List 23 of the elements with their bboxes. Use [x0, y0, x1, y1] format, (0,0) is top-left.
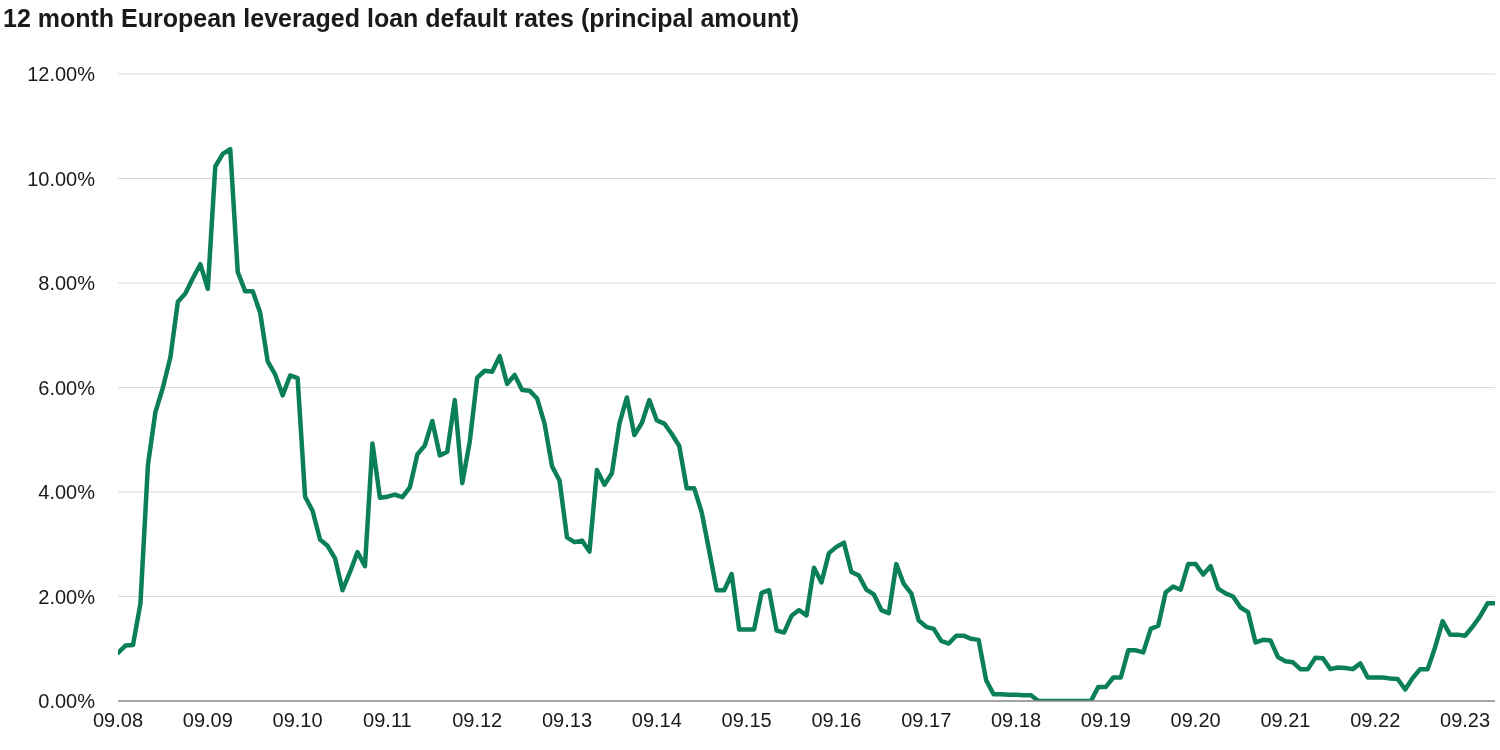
x-tick-label: 09.22	[1350, 709, 1401, 732]
y-tick-label: 2.00%	[38, 585, 96, 608]
x-tick-label: 09.13	[541, 709, 593, 732]
x-tick-label: 09.23	[1440, 709, 1491, 732]
x-tick-label: 09.12	[452, 709, 503, 732]
x-tick-label: 09.21	[1260, 709, 1311, 732]
x-tick-label: 09.17	[901, 709, 952, 732]
y-tick-label: 6.00%	[38, 376, 96, 399]
line-series	[118, 146, 1495, 701]
y-tick-label: 10.00%	[27, 167, 96, 190]
y-tick-label: 4.00%	[38, 481, 96, 504]
x-tick-label: 09.09	[182, 709, 233, 732]
x-tick-label: 09.19	[1080, 709, 1131, 732]
y-tick-label: 12.00%	[27, 63, 96, 86]
x-tick-label: 09.18	[991, 709, 1042, 732]
x-tick-label: 09.10	[272, 709, 323, 732]
x-tick-label: 09.15	[721, 709, 772, 732]
chart-title: 12 month European leveraged loan default rates (principal amount)	[3, 4, 799, 33]
x-tick-label: 09.14	[631, 709, 682, 732]
x-tick-label: 09.11	[363, 709, 412, 732]
y-tick-label: 8.00%	[38, 272, 96, 295]
x-tick-label: 09.16	[811, 709, 862, 732]
x-tick-label: 09.20	[1170, 709, 1221, 732]
